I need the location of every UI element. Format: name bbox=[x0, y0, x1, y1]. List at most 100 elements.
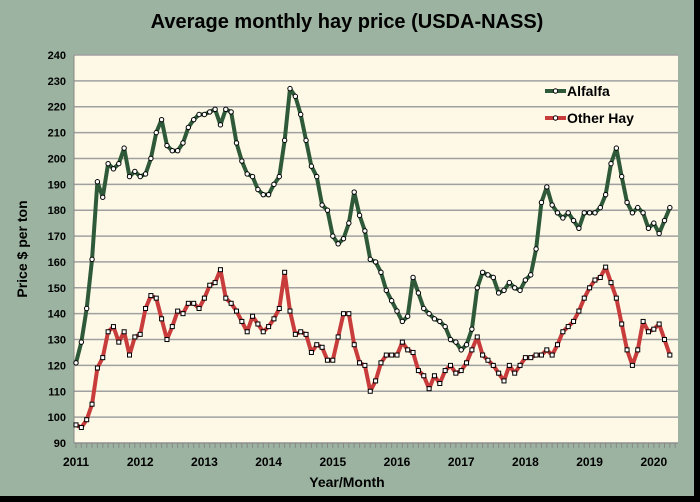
data-point bbox=[298, 111, 304, 118]
data-point bbox=[324, 357, 330, 363]
data-point bbox=[388, 298, 395, 304]
y-tick-label: 230 bbox=[48, 76, 66, 88]
data-point bbox=[421, 305, 427, 312]
data-point bbox=[512, 285, 518, 291]
data-point bbox=[619, 173, 625, 180]
data-point bbox=[351, 342, 357, 348]
data-point bbox=[239, 158, 245, 164]
data-point bbox=[212, 106, 218, 113]
data-point bbox=[442, 368, 448, 374]
data-point bbox=[244, 329, 250, 335]
data-point bbox=[153, 295, 159, 301]
x-axis-label: Year/Month bbox=[309, 474, 384, 490]
data-point bbox=[372, 259, 379, 265]
data-point bbox=[234, 308, 239, 314]
data-point bbox=[287, 308, 293, 314]
data-point bbox=[667, 352, 673, 358]
data-point bbox=[233, 140, 240, 146]
data-point bbox=[105, 160, 111, 167]
data-point bbox=[239, 318, 245, 324]
data-point bbox=[303, 331, 309, 337]
data-point bbox=[341, 311, 346, 317]
data-point bbox=[613, 145, 620, 151]
data-point bbox=[84, 417, 90, 423]
data-point bbox=[571, 318, 577, 324]
x-tick-label: 2013 bbox=[191, 455, 218, 469]
data-point bbox=[463, 342, 470, 348]
data-point bbox=[453, 339, 459, 345]
data-point bbox=[281, 137, 288, 144]
data-point bbox=[512, 370, 518, 376]
data-point bbox=[158, 116, 165, 123]
data-point bbox=[335, 334, 341, 340]
series-line-1 bbox=[75, 265, 672, 430]
data-point bbox=[517, 287, 523, 294]
data-point bbox=[356, 212, 363, 219]
data-point bbox=[533, 352, 539, 358]
data-point bbox=[421, 373, 427, 379]
data-point bbox=[405, 313, 411, 319]
data-point bbox=[405, 347, 411, 353]
legend-label: Other Hay bbox=[567, 110, 634, 126]
data-point bbox=[308, 163, 315, 169]
data-point bbox=[191, 300, 197, 306]
data-point bbox=[576, 225, 582, 232]
data-point bbox=[330, 357, 336, 363]
data-point bbox=[522, 277, 529, 283]
y-tick-label: 120 bbox=[48, 360, 66, 372]
data-point bbox=[410, 349, 416, 355]
data-point bbox=[501, 378, 507, 384]
x-tick-label: 2019 bbox=[576, 455, 603, 469]
data-point bbox=[608, 160, 614, 167]
data-point bbox=[415, 290, 422, 296]
data-point bbox=[624, 199, 630, 206]
y-tick-label: 180 bbox=[48, 205, 66, 217]
data-point bbox=[506, 279, 513, 286]
data-point bbox=[651, 326, 657, 332]
data-point bbox=[319, 202, 325, 208]
data-point bbox=[78, 424, 84, 430]
data-point bbox=[185, 300, 191, 306]
y-tick-label: 160 bbox=[48, 257, 66, 269]
data-point bbox=[581, 210, 587, 216]
data-point bbox=[656, 321, 662, 327]
data-point bbox=[485, 272, 491, 278]
data-point bbox=[602, 191, 609, 198]
data-point bbox=[180, 140, 186, 146]
data-point bbox=[132, 168, 138, 175]
data-point bbox=[383, 352, 389, 358]
data-point bbox=[292, 331, 298, 337]
data-point bbox=[415, 368, 421, 374]
data-point bbox=[228, 300, 234, 306]
data-point bbox=[126, 173, 133, 180]
data-point bbox=[533, 246, 539, 252]
y-tick-label: 210 bbox=[48, 128, 66, 140]
y-tick-label: 130 bbox=[48, 335, 66, 347]
data-point bbox=[303, 137, 309, 144]
data-point bbox=[469, 347, 475, 353]
data-point bbox=[255, 186, 261, 193]
data-point bbox=[207, 282, 213, 288]
data-point bbox=[265, 191, 272, 198]
data-point bbox=[645, 225, 652, 232]
data-point bbox=[662, 337, 667, 343]
data-point bbox=[217, 267, 223, 273]
data-point bbox=[426, 386, 432, 392]
y-tick-label: 100 bbox=[48, 412, 66, 424]
data-point bbox=[587, 285, 593, 291]
data-point bbox=[100, 355, 106, 361]
data-point bbox=[624, 347, 630, 353]
data-point bbox=[367, 256, 373, 263]
data-point bbox=[255, 321, 261, 327]
legend-marker bbox=[552, 115, 559, 121]
data-point bbox=[223, 295, 229, 301]
data-point bbox=[635, 347, 641, 353]
data-point bbox=[169, 148, 176, 154]
x-tick-label: 2014 bbox=[255, 455, 282, 469]
data-point bbox=[437, 318, 443, 325]
data-point bbox=[276, 305, 282, 311]
data-point bbox=[175, 308, 181, 314]
data-point bbox=[570, 217, 577, 224]
data-point bbox=[528, 355, 534, 361]
